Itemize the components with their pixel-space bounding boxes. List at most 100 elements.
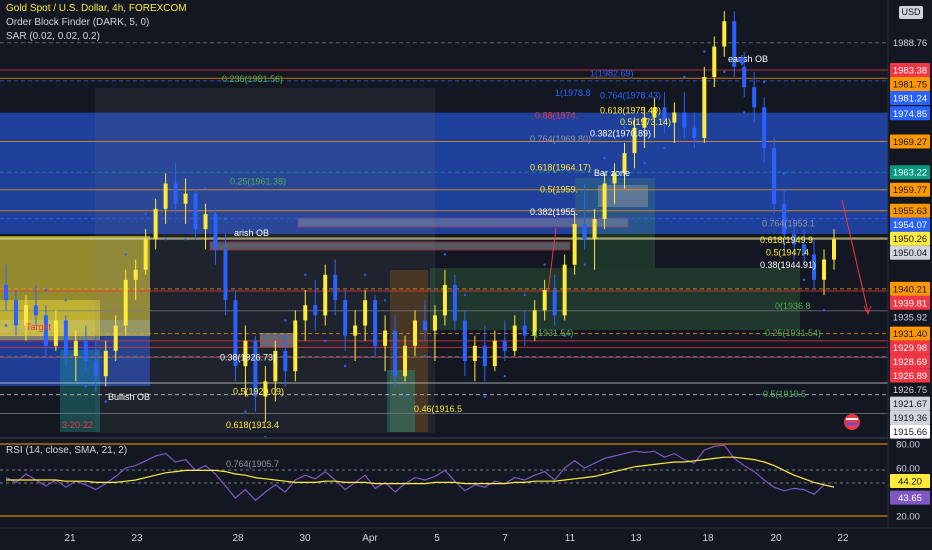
- fib-label: 0.382(1955.: [530, 207, 578, 217]
- ob-box-4: [260, 333, 296, 347]
- price-label: 1929.98: [893, 343, 927, 354]
- price-label-chip: [890, 281, 930, 296]
- candles: [4, 11, 836, 422]
- sar-dot: [224, 217, 227, 221]
- candle-body: [403, 345, 408, 377]
- sar-dot: [623, 126, 626, 129]
- fib-label: 0.38(1944.91): [760, 260, 816, 270]
- fib-label: 1(1931.54): [530, 328, 574, 338]
- candle-body: [323, 274, 328, 316]
- time-label: 30: [299, 533, 311, 544]
- time-label: Apr: [362, 533, 378, 544]
- price-label-chip: [890, 203, 930, 218]
- candle-body: [113, 325, 118, 351]
- candle-body: [692, 127, 697, 138]
- fib-labels: 0.236(1981.56) 0.25(1961.38) 1(1982.69) 1(1…: [220, 69, 821, 469]
- candle-body: [303, 305, 308, 321]
- price-label-chip: [890, 368, 930, 383]
- candle-body: [43, 315, 48, 346]
- candle-body: [413, 320, 418, 346]
- time-label: 5: [434, 533, 440, 544]
- candle-body: [742, 66, 747, 88]
- candle-body: [642, 117, 647, 128]
- currency-badge[interactable]: USD: [899, 6, 923, 19]
- candle-body: [822, 259, 827, 280]
- price-label-chip: [890, 182, 930, 197]
- candle-body: [752, 87, 757, 108]
- candle-body: [482, 345, 487, 367]
- price-label: 1983.38: [893, 66, 927, 77]
- candle-body: [53, 320, 58, 346]
- sar-dot: [24, 354, 28, 358]
- candle-body: [722, 21, 727, 47]
- price-label: 1969.27: [893, 137, 927, 148]
- chart-title[interactable]: Gold Spot / U.S. Dollar, 4h, FOREXCOM: [6, 3, 187, 14]
- candle-body: [293, 320, 298, 372]
- time-label: 13: [630, 533, 642, 544]
- fib-label: 0.382(1970.89): [590, 128, 651, 138]
- fib-label: 0.25(1961.38): [230, 177, 286, 187]
- candle-body: [163, 183, 168, 209]
- sar-dot: [164, 238, 167, 241]
- candle-body: [343, 300, 348, 336]
- fib-label: 0.618(1913.4: [226, 420, 279, 430]
- sar-dot: [503, 375, 506, 378]
- sar-dot: [463, 293, 467, 297]
- candle-body: [83, 340, 88, 361]
- sar-dot: [483, 395, 487, 398]
- candle-body: [812, 254, 817, 280]
- candle-body: [93, 361, 98, 377]
- candle-body: [702, 77, 707, 138]
- time-label: 11: [565, 533, 576, 544]
- target-label: Target: [26, 322, 52, 332]
- price-label: 1955.63: [893, 206, 927, 217]
- candle-body: [243, 340, 248, 367]
- level-lines: [0, 42, 888, 414]
- candle-body: [632, 127, 637, 154]
- sar-dot: [563, 334, 566, 337]
- sar-dot: [663, 146, 666, 150]
- sar-dot: [343, 364, 347, 368]
- candle-body: [223, 249, 228, 301]
- sar-dot: [44, 288, 48, 292]
- time-label: 23: [131, 533, 143, 544]
- candle-body: [582, 224, 587, 240]
- candle-body: [732, 21, 737, 67]
- time-axis[interactable]: 21 23 28 30 Apr 5 7 11 13 18 20 22: [0, 527, 932, 550]
- candle-body: [442, 284, 447, 316]
- fib-label: 1(1978.8: [555, 88, 591, 98]
- price-label: 1931.40: [893, 329, 927, 340]
- indicator-sar[interactable]: SAR (0.02, 0.02, 0.2): [6, 31, 100, 42]
- sar-dot: [363, 273, 367, 276]
- indicator-order-block-finder[interactable]: Order Block Finder (DARK, 5, 0): [6, 17, 150, 28]
- price-label: 1988.76: [893, 38, 927, 49]
- price-label-chip: [890, 35, 930, 50]
- candle-body: [552, 290, 557, 316]
- price-label: 1963.22: [893, 168, 927, 179]
- candle-body: [133, 269, 138, 280]
- candle-body: [183, 193, 188, 204]
- candle-body: [383, 330, 388, 346]
- sar-dot: [124, 253, 127, 256]
- price-label-chip: [890, 382, 930, 397]
- sar-dot: [284, 319, 287, 322]
- candle-body: [652, 107, 657, 118]
- candle-body: [23, 305, 28, 326]
- ob-box-2: [297, 217, 629, 228]
- candle-body: [832, 239, 836, 260]
- flag-icon-stripe: [846, 418, 858, 420]
- price-label: 1939.81: [893, 298, 927, 309]
- time-label: 18: [702, 533, 714, 544]
- sar-dot: [523, 293, 526, 297]
- sar-dot: [423, 354, 427, 358]
- candle-body: [612, 173, 617, 184]
- candle-body: [203, 213, 208, 230]
- candle-body: [522, 325, 527, 336]
- price-axis[interactable]: 1988.76 1983.38 1981.75 1981.24 1974.85 1969.…: [887, 0, 932, 528]
- sar-dot: [802, 278, 806, 282]
- price-label: 1919.36: [893, 413, 927, 424]
- candle-body: [153, 208, 158, 240]
- flag-icon[interactable]: [844, 414, 860, 430]
